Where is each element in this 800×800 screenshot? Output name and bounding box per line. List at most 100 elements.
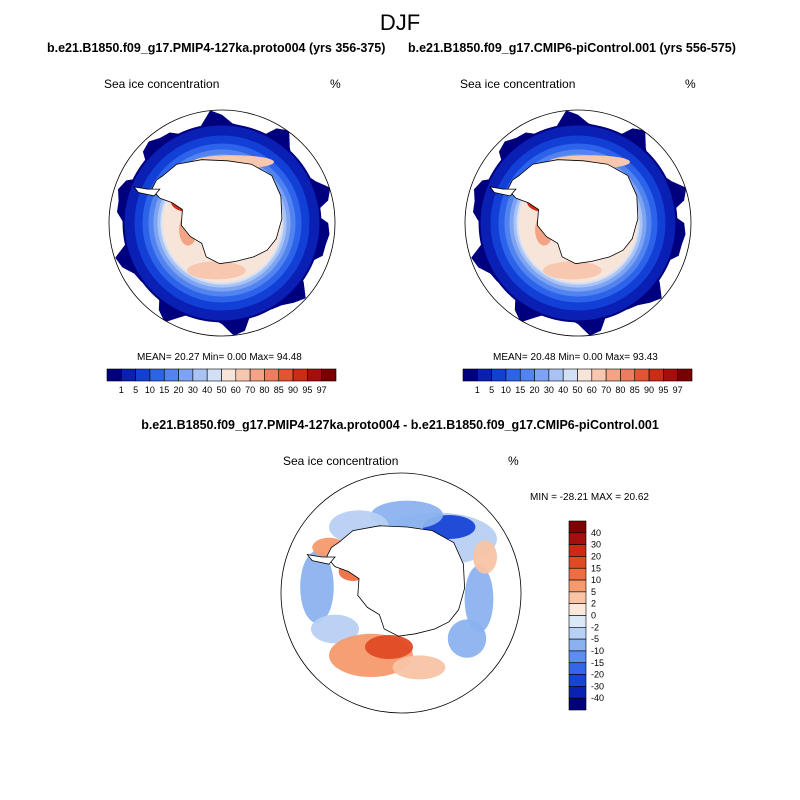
colorbar-tick-label: 95 [302,385,312,395]
panel2-title: b.e21.B1850.f09_g17.CMIP6-piControl.001 … [408,41,736,55]
colorbar-swatch [249,368,265,382]
antarctic-peninsula [132,186,161,197]
colorbar-swatch [634,368,650,382]
anomaly-patch-9 [392,655,446,680]
colorbar-tick-label: 90 [644,385,654,395]
colorbar-swatch [206,368,222,382]
colorbar-tick-label: 5 [591,587,596,597]
colorbar-swatch [149,368,165,382]
colorbar-swatch [568,603,587,616]
colorbar-tick-label: 1 [475,385,480,395]
colorbar-swatch [577,368,593,382]
anomaly-patch-6 [311,614,359,644]
colorbar-swatch [568,627,587,640]
ice-patch-3 [186,261,246,280]
colorbar-swatch [292,368,308,382]
ice-patch-3 [542,261,602,280]
colorbar-tick-label: 20 [174,385,184,395]
map-boundary-circle [464,109,692,337]
colorbar-swatch [106,368,122,382]
colorbar-swatch [568,638,587,652]
colorbar-swatch [568,520,587,534]
colorbar-tick-label: 20 [530,385,540,395]
panel3-title: b.e21.B1850.f09_g17.PMIP4-127ka.proto004… [141,418,659,432]
colorbar-swatch [568,650,587,664]
colorbar-swatch [591,368,607,382]
colorbar-swatch [221,368,237,382]
colorbar-tick-label: -30 [591,681,604,691]
colorbar-tick-label: 60 [231,385,241,395]
colorbar-swatch [562,368,578,382]
main-title: DJF [379,10,421,35]
colorbar-swatch [534,368,550,382]
panel2-units-label: % [685,77,696,91]
colorbar-tick-label: 15 [591,563,601,573]
anomaly-patch-12 [447,619,487,658]
colorbar-swatch [568,579,587,593]
colorbar-swatch [278,368,294,382]
colorbar-tick-label: -40 [591,693,604,703]
panel1-min-value: 0.00 [227,352,247,363]
colorbar-1: 1 5 10 15 20 30 40 50 60 70 80 85 90 95 97 [106,368,337,395]
colorbar-tick-label: -20 [591,670,604,680]
colorbar-tick-label: 10 [591,575,601,585]
antarctic-peninsula [488,186,517,197]
colorbar-tick-label: -2 [591,622,599,632]
colorbar-tick-label: 90 [288,385,298,395]
colorbar-tick-label: 40 [202,385,212,395]
panel1-max-label: Max= [249,352,275,363]
panel1-max-value: 94.48 [276,352,302,363]
colorbar-tick-label: 40 [591,528,601,538]
antarctica-coastline [507,159,639,265]
colorbar-tick-label: 97 [317,385,327,395]
colorbar-swatch [568,615,587,628]
colorbar-tick-label: 80 [615,385,625,395]
anomaly-patch-5 [300,551,334,623]
colorbar-tick-label: 60 [587,385,597,395]
colorbar-swatch [135,368,151,382]
panel2-min-label: Min= [558,352,581,363]
colorbar-tick-label: 0 [591,611,596,621]
colorbar-tick-label: 50 [572,385,582,395]
colorbar-swatch [568,697,587,711]
colorbar-swatch [568,567,587,581]
colorbar-tick-label: 70 [601,385,611,395]
colorbar-swatch [568,532,587,545]
panel1-title: b.e21.B1850.f09_g17.PMIP4-127ka.proto004… [47,41,386,55]
anomaly-patch-8 [365,635,413,659]
colorbar-tick-label: 15 [159,385,169,395]
colorbar-swatch [677,368,693,382]
colorbar-tick-label: 5 [489,385,494,395]
panel3-stats: MIN = -28.21 MAX = 20.62 [530,492,649,503]
colorbar-tick-label: 20 [591,551,601,561]
panel2-variable-label: Sea ice concentration [460,77,576,91]
colorbar-swatch [163,368,179,382]
colorbar-tick-label: 1 [119,385,124,395]
colorbar-tick-label: 70 [245,385,255,395]
colorbar-tick-label: 40 [558,385,568,395]
colorbar-swatch [477,368,492,382]
panel1-units-label: % [330,77,341,91]
colorbar-swatch [620,368,636,382]
panel1-stats: MEAN= 20.27 Min= 0.00 Max= 94.48 [137,352,302,363]
panel1-variable-label: Sea ice concentration [104,77,220,91]
colorbar-swatch [121,368,136,382]
colorbar-swatch [568,662,587,675]
colorbar-tick-label: 2 [591,599,596,609]
colorbar-swatch [548,368,564,382]
colorbar-tick-label: 97 [673,385,683,395]
colorbar-swatch [519,368,535,382]
colorbar-swatch [605,368,621,382]
colorbar-tick-label: -10 [591,646,604,656]
panel3-units-label: % [508,454,519,468]
colorbar-swatch [192,368,208,382]
colorbar-2: 1 5 10 15 20 30 40 50 60 70 80 85 90 95 97 [462,368,693,395]
colorbar-tick-label: 80 [259,385,269,395]
map-2 [464,109,692,337]
colorbar-swatch [568,556,587,569]
colorbar-swatch [307,368,322,382]
panel2-mean-label: MEAN= [493,352,528,363]
panel2-mean-value: 20.48 [530,352,556,363]
